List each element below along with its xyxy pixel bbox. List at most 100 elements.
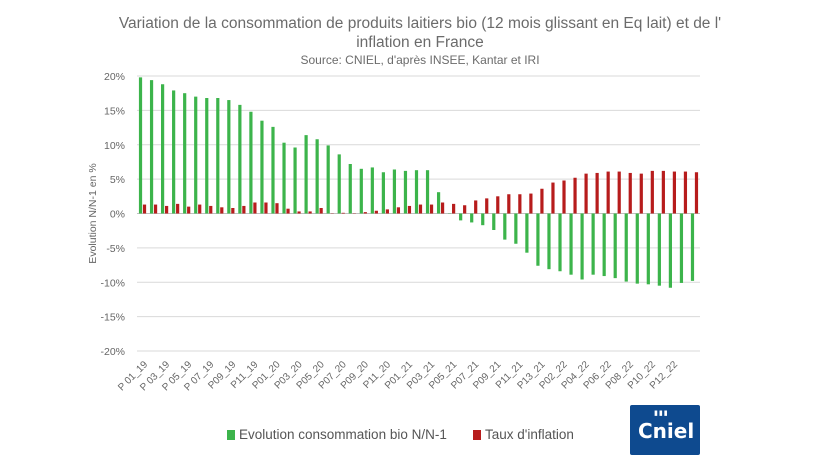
bar-consumption xyxy=(657,213,661,286)
bar-inflation xyxy=(639,173,643,214)
cniel-logo-icon: ▮▮▮ Cniel xyxy=(630,405,700,455)
bar-inflation xyxy=(661,170,665,214)
bar-consumption xyxy=(138,77,143,214)
bar-consumption xyxy=(183,93,187,214)
bar-inflation xyxy=(440,202,445,214)
bar-consumption xyxy=(216,98,220,214)
bar-consumption xyxy=(503,213,507,240)
y-tick-label: 15% xyxy=(104,105,125,117)
bar-consumption xyxy=(613,213,617,279)
bar-inflation xyxy=(485,198,489,214)
bar-inflation xyxy=(507,194,511,214)
bar-consumption xyxy=(271,126,275,214)
bar-inflation xyxy=(220,207,224,214)
bar-consumption xyxy=(149,80,154,214)
bar-consumption xyxy=(282,142,286,214)
bar-inflation xyxy=(474,200,478,214)
bar-consumption xyxy=(326,145,330,214)
bar-consumption xyxy=(436,192,441,214)
legend-label-consumption: Evolution consommation bio N/N-1 xyxy=(239,427,447,442)
bar-inflation xyxy=(529,193,533,214)
bar-consumption xyxy=(205,98,209,214)
y-tick-label: -5% xyxy=(106,243,125,255)
bar-consumption xyxy=(194,96,198,214)
bar-consumption xyxy=(337,154,341,214)
bar-inflation xyxy=(463,205,467,214)
bar-consumption xyxy=(304,135,308,214)
bar-consumption xyxy=(514,213,518,244)
bar-consumption xyxy=(558,213,562,272)
bar-consumption xyxy=(414,170,419,214)
bar-consumption xyxy=(690,213,695,281)
bar-consumption xyxy=(359,168,363,214)
legend-swatch-consumption xyxy=(227,429,235,440)
bar-inflation xyxy=(396,207,401,214)
bar-inflation xyxy=(308,211,312,214)
bar-consumption xyxy=(525,213,529,253)
bar-consumption xyxy=(238,104,242,214)
bar-inflation xyxy=(496,196,500,214)
legend-swatch-inflation xyxy=(473,429,481,440)
bar-consumption xyxy=(348,164,352,214)
bar-inflation xyxy=(164,205,169,214)
bar-inflation xyxy=(429,204,434,214)
chart-subtitle: Source: CNIEL, d'après INSEE, Kantar et … xyxy=(300,53,540,67)
bar-inflation xyxy=(176,203,180,214)
y-axis-label: Evolution N/N-1 en % xyxy=(87,163,99,263)
bar-inflation xyxy=(672,171,677,214)
bar-consumption xyxy=(370,167,374,214)
bar-consumption xyxy=(602,213,606,277)
bar-inflation xyxy=(617,171,621,214)
bar-consumption xyxy=(635,213,639,284)
bar-inflation xyxy=(418,204,423,214)
bar-inflation xyxy=(209,205,213,214)
bar-inflation xyxy=(694,172,699,214)
y-tick-label: 10% xyxy=(104,140,125,152)
bar-consumption xyxy=(624,213,628,282)
bar-inflation xyxy=(584,173,588,214)
bar-consumption xyxy=(679,213,684,283)
y-tick-label: -20% xyxy=(100,346,125,358)
bar-inflation xyxy=(683,171,688,214)
bar-inflation xyxy=(275,203,279,214)
y-tick-label: 0% xyxy=(110,209,125,221)
bar-consumption xyxy=(293,147,297,214)
legend-item-consumption: Evolution consommation bio N/N-1 xyxy=(227,427,447,442)
bar-consumption xyxy=(668,213,673,288)
y-tick-label: -15% xyxy=(100,312,125,324)
bar-inflation xyxy=(153,204,158,214)
bar-consumption xyxy=(459,213,463,221)
bar-inflation xyxy=(297,211,301,214)
bar-inflation xyxy=(650,170,654,214)
bar-inflation xyxy=(198,204,202,214)
bar-consumption xyxy=(160,84,165,214)
bar-inflation xyxy=(374,210,378,214)
bar-inflation xyxy=(606,171,610,214)
bar-consumption xyxy=(569,213,573,275)
bar-inflation xyxy=(628,172,632,214)
bar-consumption xyxy=(249,111,253,214)
bar-consumption xyxy=(403,170,408,214)
bar-inflation xyxy=(142,204,147,214)
bar-inflation xyxy=(187,206,191,214)
bar-consumption xyxy=(591,213,595,275)
bar-consumption xyxy=(260,120,264,214)
bar-inflation xyxy=(595,172,599,214)
bar-inflation xyxy=(264,202,268,214)
bar-inflation xyxy=(341,212,345,214)
bar-inflation xyxy=(319,208,323,214)
bar-consumption xyxy=(547,213,551,270)
bar-consumption xyxy=(481,213,485,226)
bar-consumption xyxy=(646,213,650,285)
legend-label-inflation: Taux d'inflation xyxy=(485,427,574,442)
bar-inflation xyxy=(242,205,246,214)
bar-consumption xyxy=(392,169,397,214)
bar-consumption xyxy=(381,172,385,214)
bar-inflation xyxy=(540,188,544,214)
bar-inflation xyxy=(518,194,522,214)
y-tick-label: 20% xyxy=(104,71,125,83)
bar-inflation xyxy=(253,202,257,214)
bar-inflation xyxy=(385,209,389,214)
bar-consumption xyxy=(580,213,584,280)
